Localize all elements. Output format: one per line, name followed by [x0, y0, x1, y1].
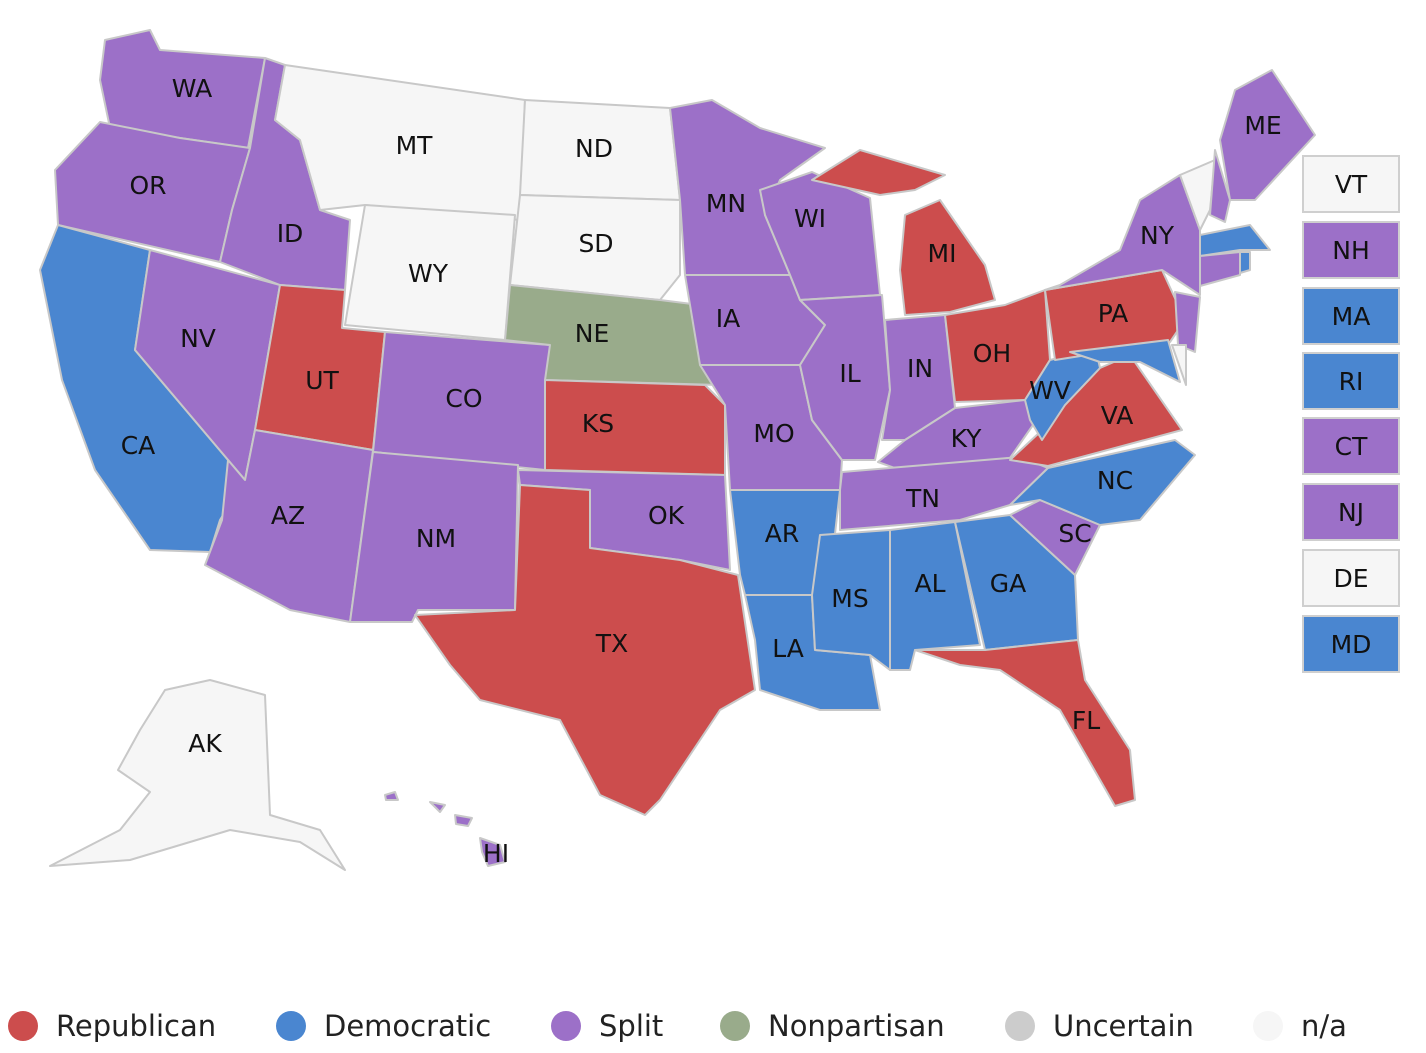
state-shape[interactable]	[372, 331, 551, 471]
legend-item-na[interactable]: n/a	[1253, 1008, 1347, 1044]
state-box-vt[interactable]: VT	[1302, 155, 1400, 213]
legend-item-republican[interactable]: Republican	[8, 1008, 216, 1044]
state-box-nh[interactable]: NH	[1302, 221, 1400, 279]
state-box-label: CT	[1334, 431, 1368, 461]
state-shape[interactable]	[1199, 251, 1241, 287]
state-shape[interactable]	[1069, 339, 1181, 383]
state-ak[interactable]: AK	[49, 679, 346, 871]
state-box-label: VT	[1334, 169, 1368, 199]
legend-item-split[interactable]: Split	[551, 1008, 663, 1044]
state-nh[interactable]	[1209, 149, 1231, 223]
us-map: WAORCANVIDMTWYUTAZCONMNDSDNEKSOKTXMNIAMO…	[39, 29, 1316, 871]
state-ny[interactable]: NY	[1044, 174, 1201, 296]
legend-item-democratic[interactable]: Democratic	[276, 1008, 491, 1044]
legend-dot-icon	[8, 1011, 38, 1041]
legend-item-nonpartisan[interactable]: Nonpartisan	[720, 1008, 945, 1044]
state-box-ri[interactable]: RI	[1302, 352, 1400, 410]
state-md[interactable]	[1069, 339, 1181, 383]
legend-dot-icon	[276, 1011, 306, 1041]
legend-label: Split	[599, 1009, 664, 1043]
state-shape[interactable]	[1174, 291, 1201, 353]
state-shape[interactable]	[1009, 439, 1196, 526]
legend-dot-icon	[1005, 1011, 1035, 1041]
state-shape[interactable]	[344, 204, 516, 341]
legend-dot-icon	[720, 1011, 750, 1041]
state-shape[interactable]	[811, 149, 946, 196]
legend-label: Nonpartisan	[768, 1009, 945, 1043]
state-ms[interactable]: MS	[811, 529, 891, 671]
state-box-ma[interactable]: MA	[1302, 287, 1400, 345]
state-shape[interactable]	[509, 194, 681, 301]
state-shape[interactable]	[899, 199, 996, 316]
state-shape[interactable]	[914, 639, 1136, 807]
legend-item-uncertain[interactable]: Uncertain	[1005, 1008, 1194, 1044]
state-box-label: NH	[1332, 235, 1370, 265]
state-box-label: MA	[1331, 301, 1371, 331]
state-co[interactable]: CO	[372, 331, 551, 471]
state-box-de[interactable]: DE	[1302, 549, 1400, 607]
state-shape[interactable]	[811, 529, 891, 671]
state-nj[interactable]	[1174, 291, 1201, 353]
state-ri[interactable]	[1239, 251, 1251, 274]
state-ct[interactable]	[1199, 251, 1241, 287]
legend: Republican Democratic Split Nonpartisan Unce…	[0, 1008, 1426, 1048]
legend-label: n/a	[1301, 1009, 1347, 1043]
legend-label: Republican	[56, 1009, 217, 1043]
state-shape[interactable]	[1171, 344, 1187, 386]
state-nd[interactable]: ND	[519, 99, 681, 201]
legend-dot-icon	[1253, 1011, 1283, 1041]
state-me[interactable]: ME	[1219, 69, 1316, 201]
state-shape[interactable]	[349, 451, 519, 623]
state-shape[interactable]	[1209, 149, 1231, 223]
state-nm[interactable]: NM	[349, 451, 519, 623]
state-box-label: MD	[1330, 629, 1372, 659]
state-shape[interactable]	[1199, 224, 1271, 257]
state-ks[interactable]: KS	[544, 379, 726, 476]
state-shape[interactable]	[1239, 251, 1251, 274]
state-box-label: NJ	[1337, 497, 1365, 527]
state-fl[interactable]: FL	[914, 639, 1136, 807]
state-de[interactable]	[1171, 344, 1187, 386]
state-box-nj[interactable]: NJ	[1302, 483, 1400, 541]
state-shape[interactable]	[1044, 174, 1201, 296]
state-hi[interactable]: HI	[384, 791, 509, 868]
state-shape[interactable]	[954, 514, 1079, 651]
state-ma[interactable]	[1199, 224, 1271, 257]
state-sd[interactable]: SD	[509, 194, 681, 301]
state-shape[interactable]	[544, 379, 726, 476]
state-box-md[interactable]: MD	[1302, 615, 1400, 673]
state-shape[interactable]	[429, 801, 446, 813]
legend-label: Uncertain	[1053, 1009, 1194, 1043]
state-shape[interactable]	[1219, 69, 1316, 201]
state-box-label: RI	[1338, 366, 1364, 396]
state-shape[interactable]	[414, 484, 756, 816]
state-shape[interactable]	[454, 814, 473, 827]
legend-dot-icon	[551, 1011, 581, 1041]
state-box-ct[interactable]: CT	[1302, 417, 1400, 475]
state-shape[interactable]	[519, 99, 681, 201]
legend-label: Democratic	[324, 1009, 492, 1043]
state-box-label: DE	[1333, 563, 1369, 593]
state-shape[interactable]	[384, 791, 399, 801]
state-wy[interactable]: WY	[344, 204, 516, 341]
state-shape[interactable]	[479, 837, 506, 867]
state-shape[interactable]	[49, 679, 346, 871]
